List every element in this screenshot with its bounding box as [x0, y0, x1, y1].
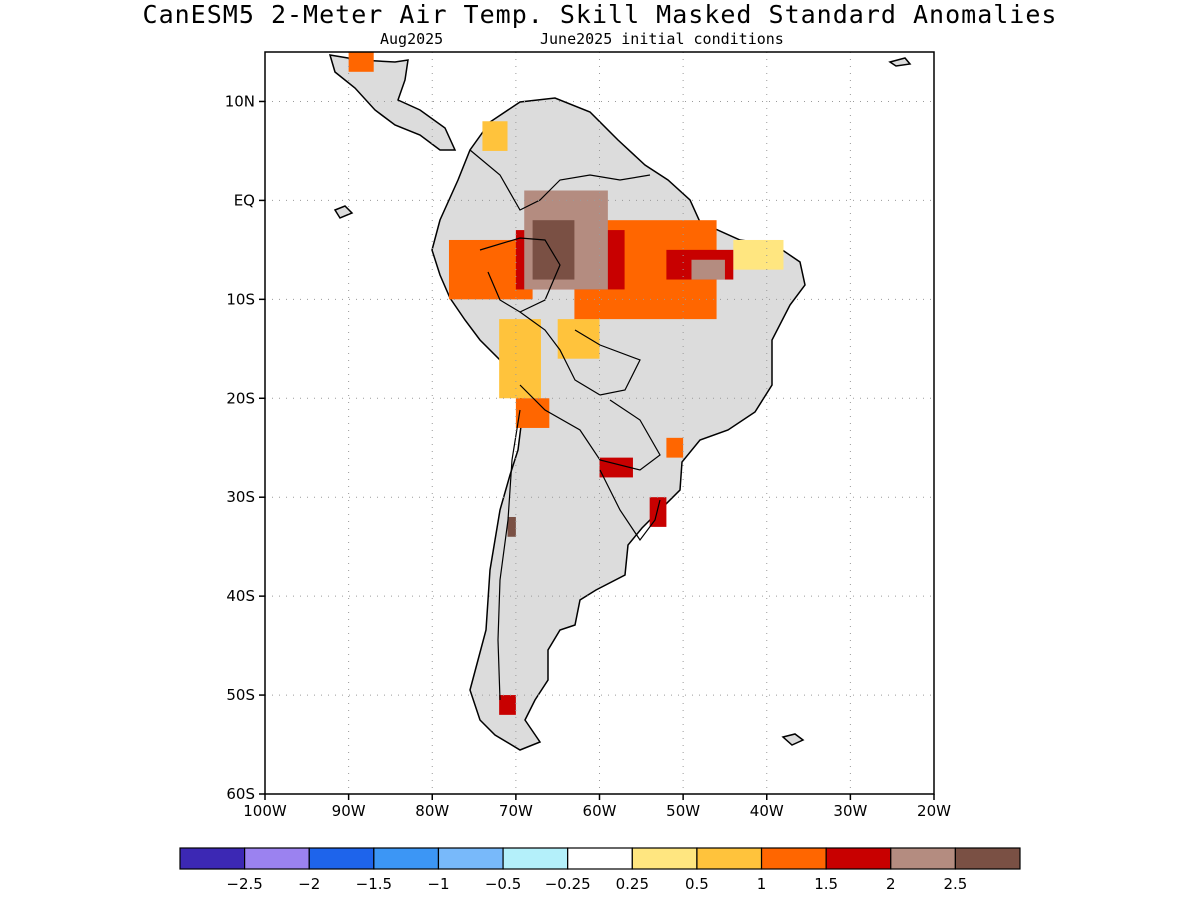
colorbar-swatch: [179, 847, 246, 870]
colorbar-label: −2: [298, 875, 320, 893]
colorbar-label: 1.5: [814, 875, 838, 893]
colorbar-label: −0.25: [545, 875, 591, 893]
galapagos-islands: [333, 205, 354, 219]
lat-tick-label: 10S: [226, 290, 255, 308]
map-gridlines: [265, 52, 934, 794]
anomaly-patch: [482, 121, 508, 151]
anomaly-patch: [691, 259, 725, 280]
colorbar-label: 0.5: [685, 875, 709, 893]
colorbar-label: 2: [886, 875, 896, 893]
falkland-islands: [781, 733, 805, 746]
anomaly-patch: [733, 239, 784, 270]
anomaly-patch: [666, 437, 684, 458]
border-line: [479, 237, 561, 313]
central-america-landmass: [328, 54, 457, 151]
colorbar-label: −1.5: [356, 875, 392, 893]
anomaly-patch: [499, 695, 516, 715]
border-line: [599, 469, 661, 542]
anomaly-patch: [499, 319, 541, 399]
caribbean-island: [888, 57, 912, 67]
lat-tick-label: 40S: [226, 587, 255, 605]
colorbar-label: 2.5: [943, 875, 967, 893]
anomaly-patch: [532, 220, 575, 280]
lon-tick-label: 40W: [750, 802, 784, 820]
lon-tick-label: 90W: [332, 802, 366, 820]
colorbar-label: −1: [427, 875, 449, 893]
anomaly-patch: [348, 52, 374, 72]
init-conditions-label: June2025 initial conditions: [540, 30, 784, 48]
colorbar-swatch: [696, 847, 763, 870]
map-title: CanESM5 2-Meter Air Temp. Skill Masked S…: [142, 0, 1058, 29]
lon-tick-label: 80W: [415, 802, 449, 820]
anomaly-patch: [649, 497, 667, 527]
latitude-ticks: 10N EQ 10S 20S 30S 40S 50S 60S: [225, 92, 265, 803]
lat-tick-label: 10N: [225, 92, 255, 110]
colorbar-swatch: [244, 847, 310, 870]
valid-month-label: Aug2025: [380, 30, 444, 48]
anomaly-patch: [557, 319, 600, 359]
colorbar-swatch: [373, 847, 440, 870]
colorbar-swatch: [437, 847, 504, 870]
lon-tick-label: 50W: [666, 802, 700, 820]
lat-tick-label: EQ: [234, 191, 255, 209]
longitude-ticks: 100W 90W 80W 70W 60W 50W 40W 30W 20W: [243, 794, 951, 820]
colorbar-swatch: [308, 847, 375, 870]
colorbar: −2.5 −2 −1.5 −1 −0.5 −0.25 0.25 0.5 1 1.5 2 2.5: [179, 847, 1021, 893]
colorbar-label: −2.5: [226, 875, 262, 893]
border-line: [519, 384, 661, 471]
border-line: [469, 149, 651, 211]
colorbar-swatch: [760, 847, 827, 870]
colorbar-label: −0.5: [485, 875, 521, 893]
anomaly-layer: [348, 52, 784, 715]
colorbar-swatch: [954, 847, 1021, 870]
anomaly-patch: [515, 398, 550, 428]
anomaly-patch: [507, 516, 516, 537]
lon-tick-label: 70W: [499, 802, 533, 820]
lat-tick-label: 60S: [226, 785, 255, 803]
lon-tick-label: 30W: [833, 802, 867, 820]
lon-tick-label: 100W: [243, 802, 287, 820]
colorbar-swatch: [567, 847, 633, 870]
colorbar-label: 1: [757, 875, 767, 893]
colorbar-swatch: [890, 847, 956, 870]
lon-tick-label: 60W: [583, 802, 617, 820]
lat-tick-label: 20S: [226, 389, 255, 407]
border-line: [497, 409, 521, 701]
colorbar-swatch: [631, 847, 698, 870]
lat-tick-label: 30S: [226, 488, 255, 506]
colorbar-label: 0.25: [616, 875, 649, 893]
colorbar-swatch: [502, 847, 569, 870]
colorbar-swatch: [825, 847, 892, 870]
lat-tick-label: 50S: [226, 686, 255, 704]
lon-tick-label: 20W: [917, 802, 951, 820]
